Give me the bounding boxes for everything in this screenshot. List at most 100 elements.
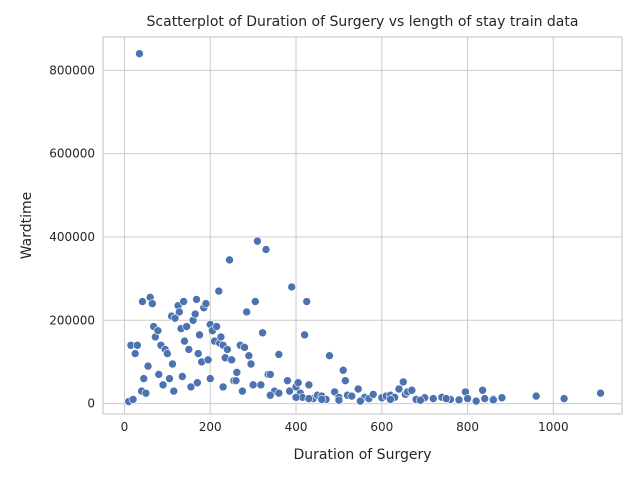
data-point <box>138 297 147 306</box>
horizontal-grid-lines <box>103 69 622 405</box>
data-point <box>368 390 378 399</box>
data-point <box>227 355 236 365</box>
vertical-grid-lines <box>123 37 554 414</box>
data-point <box>334 395 344 405</box>
y-tick-label: 800000 <box>49 63 95 77</box>
data-point <box>193 378 202 388</box>
y-tick-label: 200000 <box>49 313 95 327</box>
data-point <box>244 351 254 360</box>
data-point <box>489 395 498 405</box>
x-tick-label: 400 <box>285 420 308 434</box>
data-point <box>317 395 327 404</box>
data-point <box>265 390 275 400</box>
data-point <box>168 359 177 369</box>
data-point <box>480 394 490 403</box>
data-point <box>190 309 200 319</box>
data-point <box>232 368 242 377</box>
data-point <box>248 380 258 390</box>
data-point <box>325 351 334 360</box>
data-point <box>195 330 204 340</box>
data-point <box>238 386 247 396</box>
y-tick-labels: 0 200000 400000 600000 800000 <box>49 63 95 410</box>
data-point <box>283 376 292 385</box>
data-point <box>265 370 275 379</box>
data-point <box>300 330 309 340</box>
data-point <box>497 393 507 403</box>
data-point <box>205 374 215 383</box>
data-point <box>246 359 256 369</box>
data-point <box>394 384 404 394</box>
data-point <box>356 396 365 406</box>
x-tick-label: 600 <box>370 420 393 434</box>
data-point <box>225 255 234 265</box>
data-point <box>139 374 149 383</box>
data-point <box>170 313 180 323</box>
data-point <box>135 49 144 58</box>
data-point <box>250 297 260 306</box>
data-point <box>304 380 314 390</box>
data-point <box>130 349 140 358</box>
data-point <box>148 299 157 308</box>
data-point <box>291 393 301 402</box>
data-point <box>454 395 464 405</box>
data-point <box>428 394 438 403</box>
data-point <box>258 328 267 338</box>
data-point <box>471 396 481 406</box>
data-point <box>133 340 142 350</box>
data-point <box>231 376 241 385</box>
y-tick-label: 0 <box>87 397 95 411</box>
data-point <box>531 391 541 401</box>
data-point <box>203 355 213 365</box>
data-point <box>293 378 303 388</box>
plot-frame <box>102 36 623 415</box>
data-point <box>407 385 417 395</box>
data-point <box>274 388 284 398</box>
data-point <box>441 394 451 403</box>
data-point <box>240 343 249 352</box>
data-point <box>256 380 266 390</box>
x-tick-label: 0 <box>121 420 129 434</box>
data-point <box>212 322 221 331</box>
data-point <box>184 345 194 354</box>
data-point <box>242 307 251 317</box>
data-point <box>559 394 569 403</box>
x-tick-label: 200 <box>199 420 222 434</box>
data-point <box>302 297 312 306</box>
data-point <box>253 236 262 246</box>
y-tick-label: 400000 <box>49 230 95 244</box>
data-point <box>128 395 138 404</box>
data-point <box>478 385 487 395</box>
data-point <box>596 388 605 398</box>
y-tick-label: 600000 <box>49 147 95 161</box>
data-point <box>180 336 189 346</box>
data-point <box>175 307 184 317</box>
data-point <box>182 322 191 331</box>
data-point <box>193 349 203 358</box>
data-point <box>218 382 228 392</box>
x-tick-label: 800 <box>456 420 479 434</box>
data-point <box>179 297 188 306</box>
data-point <box>274 350 284 359</box>
data-point <box>178 372 187 381</box>
data-point <box>223 345 232 354</box>
data-point <box>287 282 297 292</box>
data-point <box>163 349 172 358</box>
data-point <box>141 388 151 398</box>
data-point <box>186 382 196 392</box>
data-point <box>216 332 226 342</box>
data-points <box>124 49 605 406</box>
data-point <box>341 376 350 385</box>
data-point <box>153 326 163 335</box>
data-point <box>201 299 211 308</box>
data-point <box>285 386 294 396</box>
x-tick-label: 1000 <box>538 420 569 434</box>
data-point <box>169 386 179 396</box>
x-tick-labels: 0 200 400 600 800 1000 <box>121 420 569 434</box>
data-point <box>463 394 472 403</box>
data-point <box>398 377 408 387</box>
data-point <box>143 361 153 371</box>
data-point <box>304 394 314 403</box>
data-point <box>165 374 174 383</box>
chart-title: Scatterplot of Duration of Surgery vs le… <box>147 14 579 30</box>
data-point <box>214 286 224 296</box>
